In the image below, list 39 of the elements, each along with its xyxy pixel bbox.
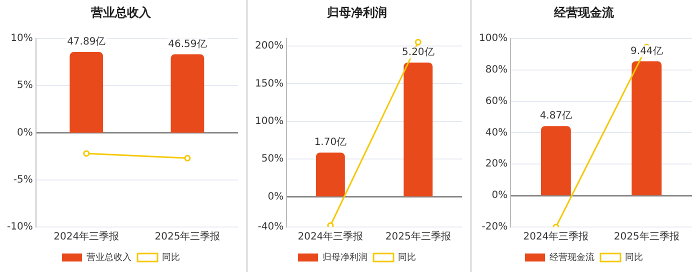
legend-label: 同比 (625, 252, 643, 263)
data-label: 5.20亿 (402, 47, 434, 58)
x-tick-label: 2025年三季报 (385, 230, 451, 243)
y-tick-label: 5% (16, 80, 33, 92)
x-tick-label: 2024年三季报 (523, 230, 589, 243)
y-tick-label: 20% (485, 158, 508, 170)
x-tick-label: 2024年三季报 (298, 230, 364, 243)
chart-title: 归母净利润 (326, 5, 387, 20)
x-tick-label: 2025年三季报 (614, 230, 680, 243)
y-tick-label: 100% (478, 32, 508, 44)
y-tick-label: 0% (492, 190, 508, 202)
y-tick-label: 60% (485, 96, 508, 107)
chart-title: 营业总收入 (90, 5, 152, 20)
y-tick-label: 50% (261, 154, 284, 165)
y-tick-label: 80% (485, 64, 508, 76)
data-label: 47.89亿 (67, 36, 106, 48)
y-tick-label: 0% (16, 127, 33, 138)
y-tick-label: 150% (254, 78, 284, 90)
y-tick-label: 200% (254, 40, 284, 52)
x-tick-label: 2025年三季报 (154, 230, 220, 243)
legend-label: 同比 (162, 252, 180, 263)
data-label: 9.44亿 (630, 46, 663, 57)
data-label: 4.87亿 (540, 110, 572, 122)
data-label: 46.59亿 (168, 38, 207, 50)
legend-label: 营业总收入 (86, 252, 132, 263)
y-tick-label: -20% (482, 222, 508, 233)
y-tick-label: 100% (254, 116, 284, 127)
y-tick-label: 0% (268, 191, 284, 202)
y-tick-label: -40% (258, 222, 284, 233)
y-tick-label: -5% (13, 174, 33, 186)
data-label: 1.70亿 (314, 137, 347, 148)
y-tick-label: -10% (6, 222, 33, 233)
y-tick-label: 10% (10, 32, 33, 44)
chart-title: 经营现金流 (553, 5, 615, 20)
y-tick-label: 40% (485, 127, 508, 138)
x-tick-label: 2024年三季报 (54, 230, 120, 243)
legend-label: 归母净利润 (322, 252, 368, 263)
legend-label: 经营现金流 (550, 252, 594, 263)
legend-label: 同比 (398, 252, 416, 263)
